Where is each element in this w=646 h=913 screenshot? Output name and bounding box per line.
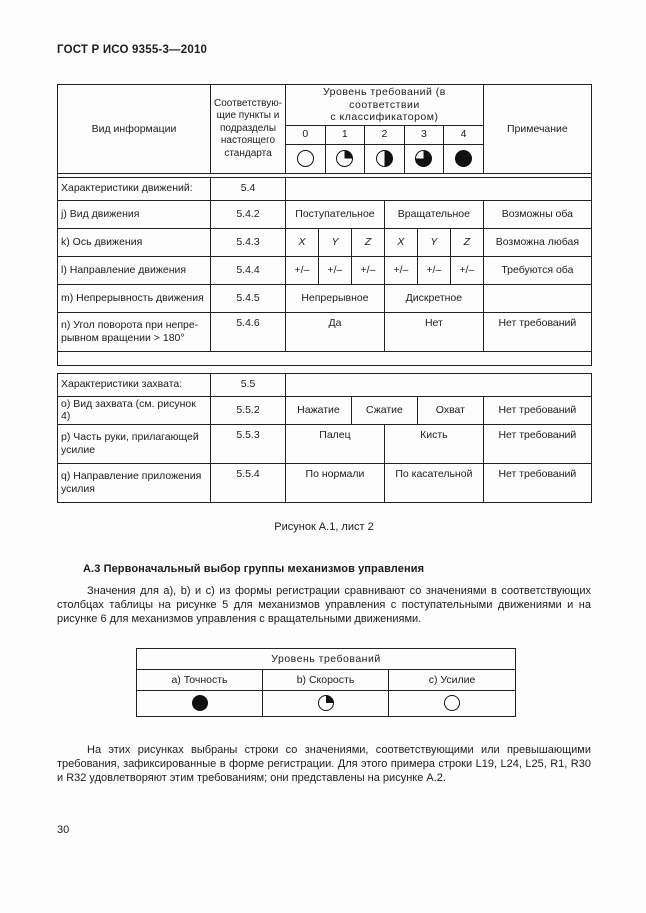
row-label-movement-axis: k) Ось движения [57,227,211,257]
level-1-icon-cell [324,143,366,174]
harvey-ball-half-icon [375,150,393,167]
clause-cell: 5.5.4 [210,462,286,503]
note-cell: Нет требований [482,423,592,464]
merged-empty-cell [285,176,592,201]
value-cell: Z [449,227,484,257]
note-cell-empty [482,283,592,313]
row-label-movement-direction: l) Направление движения [57,255,211,285]
value-cell: X [383,227,418,257]
harvey-ball-quarter-icon [336,150,354,167]
level-3-header: 3 [403,124,445,145]
value-cell: +/– [350,255,385,285]
row-label-grip-section: Характеристики захвата: [57,372,211,397]
row-label-rotation-angle: n) Угол поворота при непре- рывном враще… [57,311,211,352]
row-label-movements-section: Характеристики движений: [57,176,211,201]
value-cell: Сжатие [350,395,418,425]
value-cell: +/– [416,255,451,285]
clause-cell: 5.4.2 [210,199,286,229]
section-spacer-row [57,350,592,366]
clause-cell: 5.4.5 [210,283,286,313]
value-cell: По нормали [285,462,385,503]
value-cell: Y [317,227,352,257]
force-icon-cell [387,689,517,717]
harvey-ball-full-icon [191,695,208,711]
note-cell: Возможны оба [482,199,592,229]
value-cell: Y [416,227,451,257]
harvey-ball-empty-icon [444,695,461,711]
level-0-header: 0 [285,124,326,145]
col-header-clause: Соответствую- щие пункты и подразделы на… [210,84,286,174]
value-cell: X [285,227,319,257]
value-cell: Поступательное [285,199,385,229]
value-cell: Нет [383,311,484,352]
level-2-header: 2 [364,124,405,145]
clause-cell: 5.4.3 [210,227,286,257]
value-cell: Да [285,311,385,352]
level-3-icon-cell [403,143,445,174]
page-number: 30 [57,824,70,836]
level-0-icon-cell [285,143,326,174]
note-cell: Нет требований [482,395,592,425]
level-4-header: 4 [443,124,484,145]
col-header-info: Вид информации [57,84,211,174]
harvey-ball-empty-icon [296,150,314,167]
header-double-rule [57,173,592,177]
col-header-note: Примечание [482,84,592,174]
value-cell: Нажатие [285,395,352,425]
value-cell: +/– [317,255,352,285]
level-table-col-speed: b) Скорость [262,668,389,691]
clause-cell: 5.4 [210,176,286,201]
paragraph-comparison: Значения для a), b) и c) из формы регист… [57,584,591,625]
row-label-movement-continuity: m) Непрерывность движения [57,283,211,313]
note-cell: Требуются оба [482,255,592,285]
value-cell: Вращательное [383,199,484,229]
row-label-grip-type: o) Вид захвата (см. рисунок 4) [57,395,211,425]
clause-cell: 5.5.2 [210,395,286,425]
value-cell: Непрерывное [285,283,385,313]
harvey-ball-three-quarter-icon [415,150,433,167]
note-cell: Нет требований [482,462,592,503]
value-cell: Палец [285,423,385,464]
value-cell: +/– [383,255,418,285]
accuracy-icon-cell [136,689,263,717]
value-cell: +/– [285,255,319,285]
figure-caption: Рисунок А.1, лист 2 [274,520,374,533]
value-cell: Z [350,227,385,257]
note-cell: Нет требований [482,311,592,352]
merged-empty-cell [285,372,592,397]
value-cell: Кисть [383,423,484,464]
harvey-ball-quarter-icon [317,695,334,711]
note-cell: Возможна любая [482,227,592,257]
level-table-title: Уровень требований [135,647,517,670]
value-cell: Дискретное [383,283,484,313]
speed-icon-cell [262,689,389,717]
harvey-ball-full-icon [455,150,473,167]
col-header-level-group: Уровень требований (в соответствии с кла… [285,84,484,126]
requirements-table: Вид информации Соответствую- щие пункты … [57,84,592,503]
value-cell: Охват [416,395,484,425]
level-table-col-force: c) Усилие [387,668,517,691]
level-2-icon-cell [364,143,405,174]
level-4-icon-cell [443,143,484,174]
level-table-col-accuracy: a) Точность [136,668,263,691]
clause-cell: 5.5 [210,372,286,397]
row-label-force-direction: q) Направление приложения усилия [57,462,211,503]
clause-cell: 5.5.3 [210,423,286,464]
section-heading: А.3 Первоначальный выбор группы механизм… [83,562,425,575]
document-code: ГОСТ Р ИСО 9355-3—2010 [57,44,208,56]
table-split-gap [58,365,592,373]
value-cell: По касательной [383,462,484,503]
clause-cell: 5.4.4 [210,255,286,285]
row-label-hand-part: p) Часть руки, прилагающей усилие [57,423,211,464]
clause-cell: 5.4.6 [210,311,286,352]
value-cell: +/– [449,255,484,285]
level-1-header: 1 [324,124,366,145]
requirement-level-table: Уровень требований a) Точность b) Скорос… [135,647,517,717]
row-label-movement-type: j) Вид движения [57,199,211,229]
paragraph-selected-rows: На этих рисунках выбраны строки со значе… [57,743,591,784]
